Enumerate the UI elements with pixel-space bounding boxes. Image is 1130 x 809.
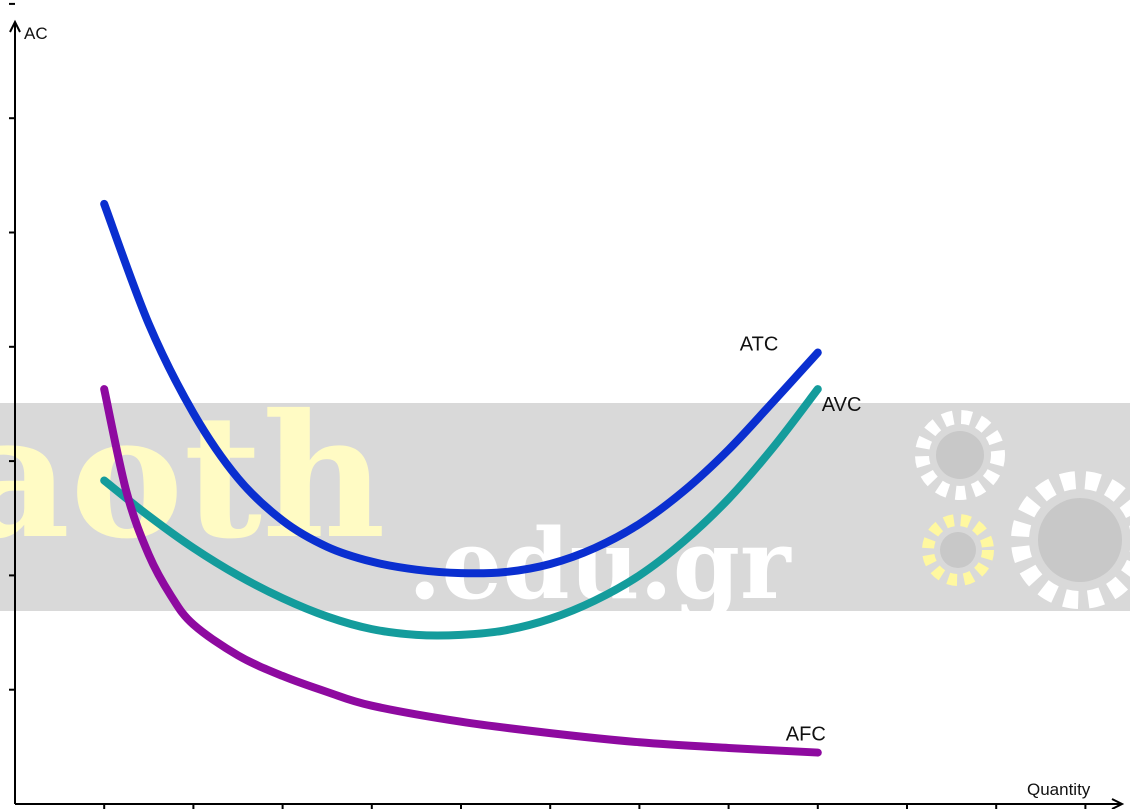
- watermark-logo: aoth .edu.gr: [0, 377, 1130, 621]
- series-label-atc: ATC: [740, 334, 779, 356]
- series-labels: ATC AVC AFC: [740, 334, 862, 746]
- watermark-domain: .edu.gr: [408, 508, 792, 621]
- series-layer: [100, 199, 822, 757]
- x-axis-title: Quantity: [1027, 780, 1091, 799]
- x-axis-arrow: [1111, 798, 1125, 809]
- series-line-avc: [100, 385, 822, 640]
- series-label-avc: AVC: [822, 394, 862, 416]
- y-axis-arrow: [9, 19, 21, 33]
- gear-icon: [915, 410, 1005, 500]
- axes: AC Quantity: [9, 2, 1125, 809]
- watermark-band: [0, 403, 1130, 611]
- series-line-atc: [100, 199, 822, 578]
- series-label-afc: AFC: [786, 724, 826, 746]
- gear-icon: [1011, 471, 1130, 609]
- gear-icon: [922, 514, 994, 586]
- y-axis-title: AC: [24, 24, 48, 43]
- series-line-afc: [100, 385, 822, 757]
